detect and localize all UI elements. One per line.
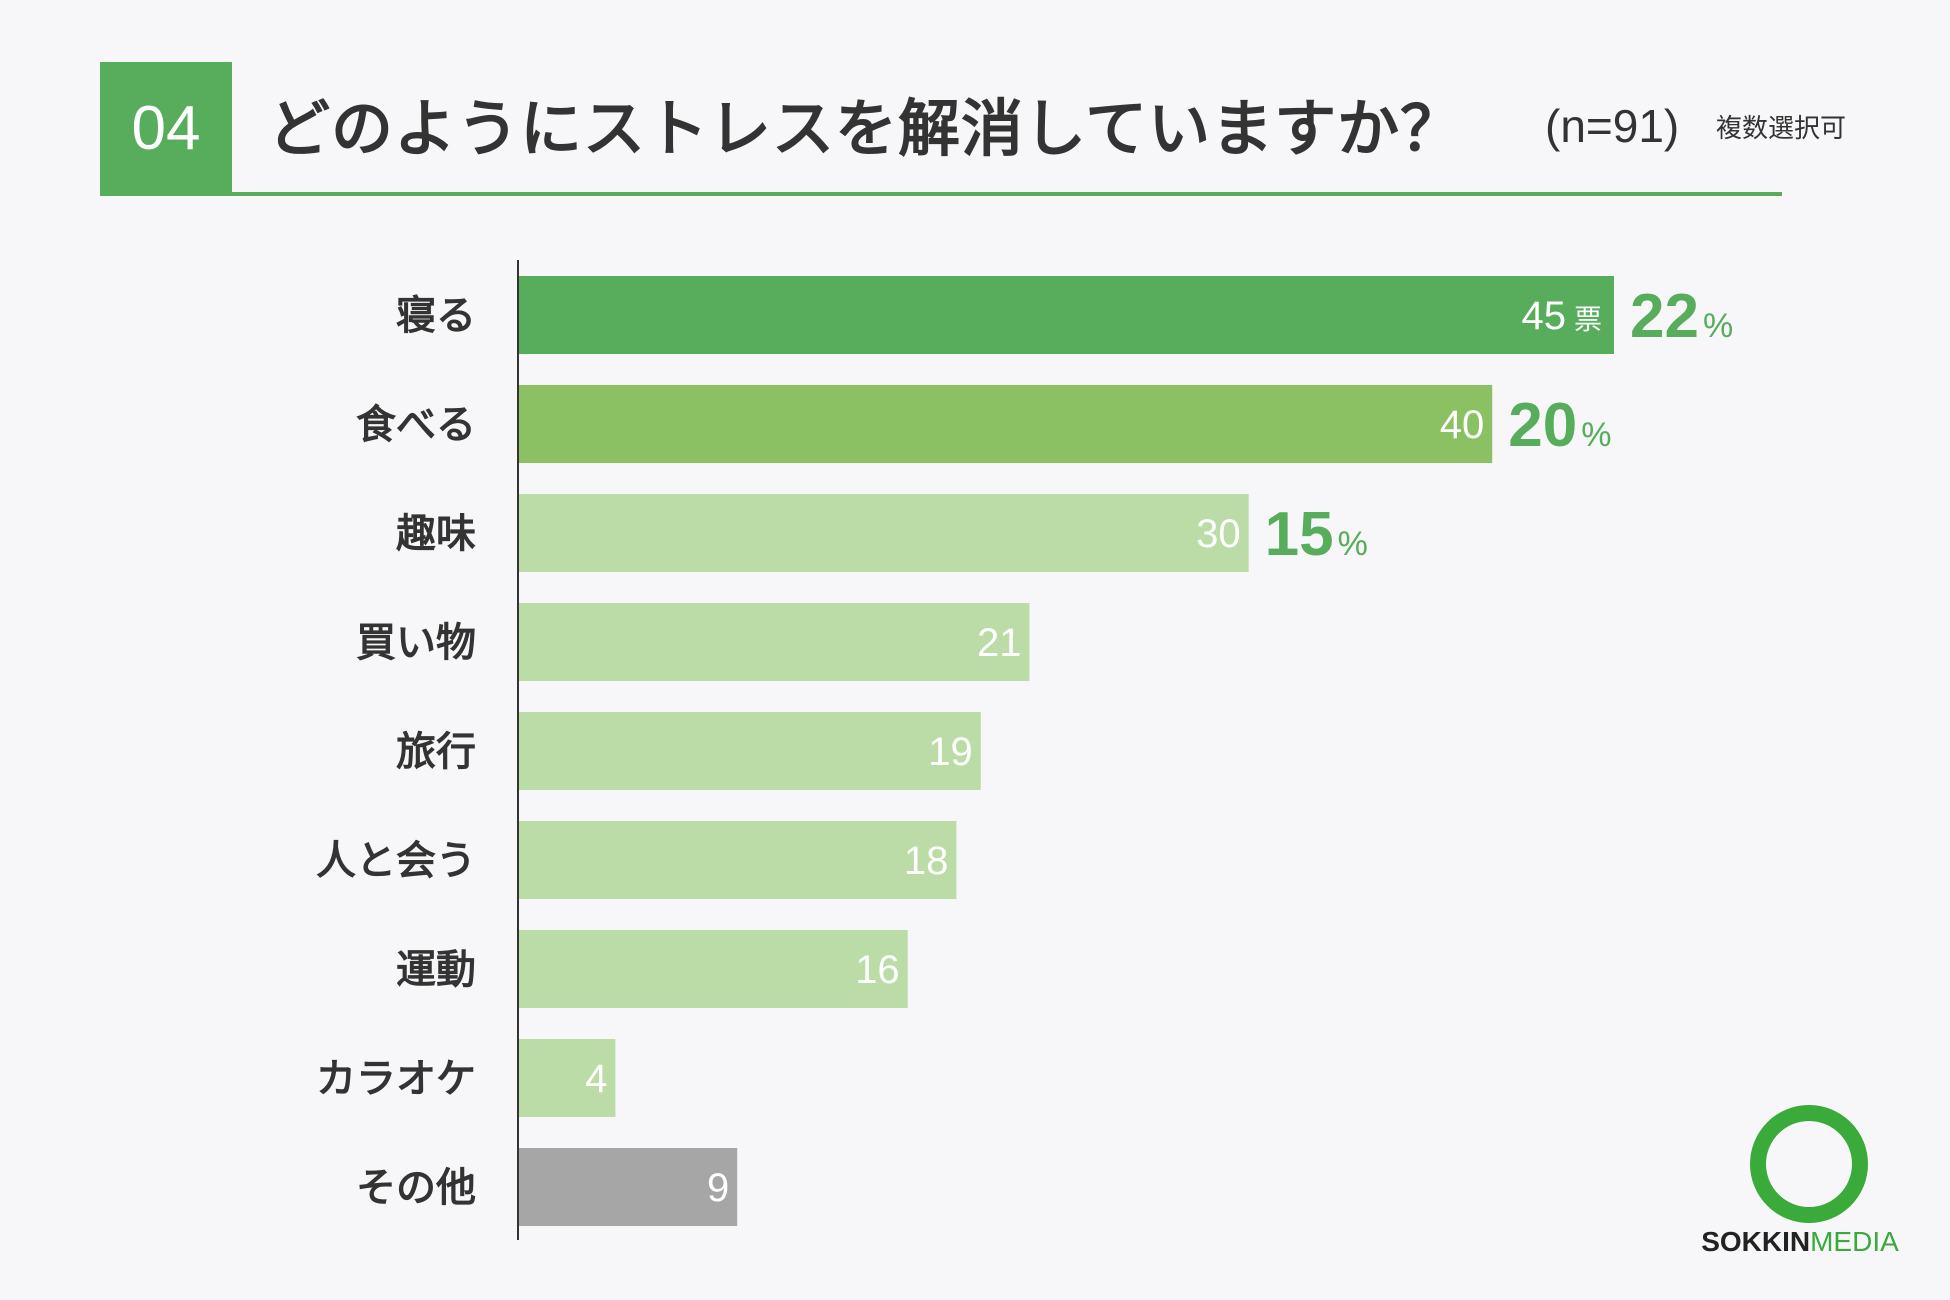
percent-sign: % [1703,307,1733,345]
percent-sign: % [1338,525,1368,563]
section-number: 04 [100,62,232,196]
value-label: 4 [585,1057,607,1101]
value-label: 45 [1522,294,1567,338]
category-label: 旅行 [396,729,476,775]
sample-size: (n=91) [1545,100,1680,152]
category-label: その他 [356,1165,476,1211]
percent-label: 20% [1508,391,1611,460]
percent-value: 20 [1508,391,1577,460]
percent-sign: % [1581,416,1611,454]
category-label: 運動 [396,947,476,993]
logo-text: SOKKINMEDIA [1680,1225,1920,1259]
value-label: 19 [928,730,973,774]
value-label: 21 [977,621,1022,665]
category-label: 食べる [356,402,476,448]
chart-title: どのようにストレスを解消していますか？ [268,92,1464,165]
bar-4 [518,603,1030,681]
percent-value: 22 [1630,282,1699,351]
value-label: 9 [707,1166,729,1210]
bar-5 [518,712,981,790]
value-label: 18 [904,839,949,883]
bar-2 [518,385,1493,463]
multiple-choice-note: 複数選択可 [1716,114,1847,144]
category-label: 買い物 [356,620,476,666]
value-label: 16 [855,948,900,992]
bar-9 [518,1148,738,1226]
percent-label: 15% [1265,500,1368,569]
bar-8 [518,1039,616,1117]
header: 04 どのようにストレスを解消していますか？ (n=91) 複数選択可 [0,0,1950,200]
category-label: 趣味 [396,511,476,557]
bar-3 [518,494,1249,572]
bar-7 [518,930,908,1008]
value-label: 30 [1196,512,1241,556]
percent-label: 22% [1630,282,1733,351]
percent-value: 15 [1265,500,1334,569]
value-label: 40 [1440,403,1485,447]
category-label: 寝る [396,293,476,339]
category-label: 人と会う [316,838,476,884]
title-underline [100,192,1782,196]
value-unit: 票 [1574,303,1602,336]
sokkin-media-logo: SOKKINMEDIA [1680,1105,1920,1265]
logo-text-part1: SOKKIN [1701,1226,1811,1257]
logo-text-part2: MEDIA [1810,1226,1899,1257]
logo-ring-icon [1750,1105,1868,1223]
bar-6 [518,821,957,899]
category-label: カラオケ [316,1056,476,1102]
bar-1 [518,276,1614,354]
